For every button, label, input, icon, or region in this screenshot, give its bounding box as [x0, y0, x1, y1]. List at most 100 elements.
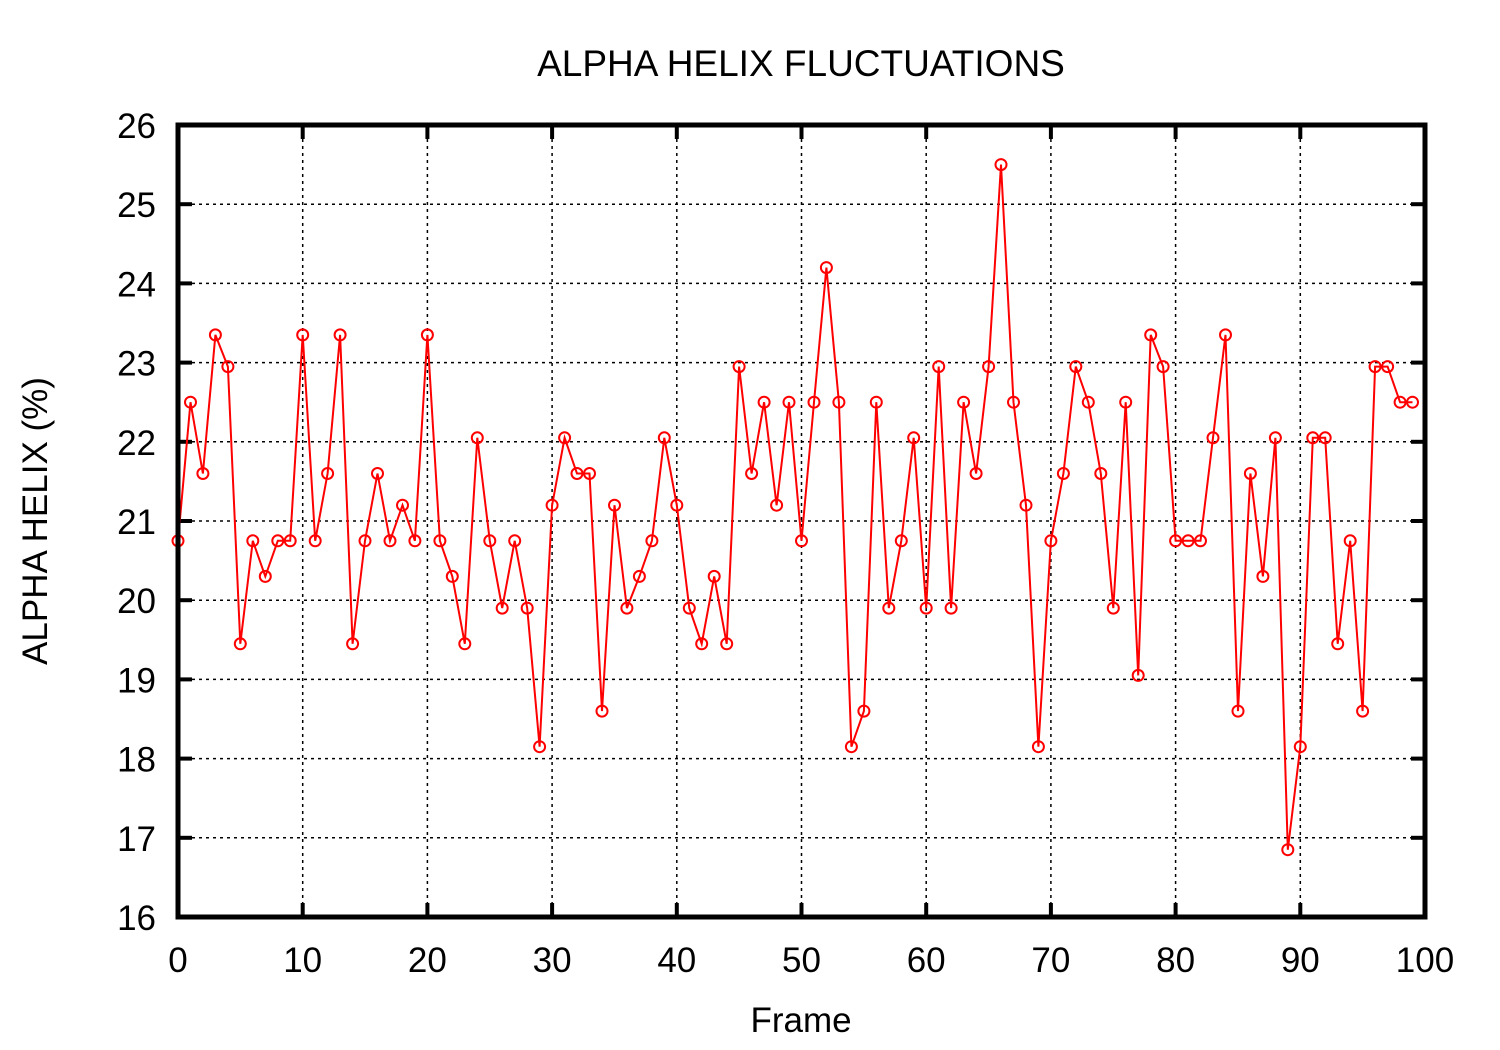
x-tick-label: 80: [1156, 941, 1195, 980]
y-axis-label: ALPHA HELIX (%): [16, 377, 55, 665]
data-point: [533, 740, 547, 754]
x-tick-label: 0: [168, 941, 187, 980]
data-point: [957, 395, 971, 409]
x-tick-label: 90: [1281, 941, 1320, 980]
x-tick-label: 20: [408, 941, 447, 980]
data-point: [1393, 395, 1407, 409]
data-point: [1256, 569, 1270, 583]
x-tick-label: 100: [1396, 941, 1454, 980]
data-point: [994, 158, 1008, 172]
y-tick-label: 23: [117, 345, 156, 384]
x-tick-label: 50: [782, 941, 821, 980]
y-tick-label: 26: [117, 107, 156, 146]
data-point: [396, 498, 409, 512]
data-point: [308, 534, 322, 548]
data-point: [944, 601, 958, 615]
data-point: [832, 395, 846, 409]
data-point: [857, 704, 871, 718]
data-point: [1318, 431, 1332, 445]
data-point: [982, 360, 996, 374]
y-tick-label: 18: [117, 741, 156, 780]
data-point: [707, 569, 721, 583]
data-point: [1119, 395, 1133, 409]
data-point: [1368, 360, 1382, 374]
data-point: [208, 328, 222, 342]
series-line: [177, 164, 1413, 850]
data-point: [1293, 740, 1307, 754]
data-point: [608, 498, 621, 512]
data-point: [520, 601, 534, 615]
data-point: [1007, 395, 1020, 409]
data-point: [184, 395, 197, 409]
data-point: [770, 498, 784, 512]
x-tick-labels: 0 10 20 30 40 50 60 70 80 90 100: [168, 941, 1454, 980]
data-point: [508, 534, 522, 548]
data-point: [283, 534, 297, 548]
data-point: [819, 261, 833, 275]
data-point: [695, 637, 709, 651]
y-tick-label: 24: [117, 265, 156, 304]
data-point: [645, 534, 659, 548]
data-point: [1181, 534, 1195, 548]
y-tick-label: 19: [117, 661, 156, 700]
data-point: [919, 601, 933, 615]
data-point: [657, 431, 671, 445]
y-tick-label: 17: [117, 820, 156, 859]
data-point: [545, 498, 559, 512]
data-point: [346, 637, 360, 651]
data-point: [333, 328, 347, 342]
data-point: [1194, 534, 1207, 548]
data-point: [1094, 467, 1108, 480]
data-point: [1031, 740, 1045, 754]
data-point: [483, 534, 497, 548]
data-point: [932, 360, 946, 374]
data-point: [1268, 431, 1282, 445]
x-tick-label: 10: [283, 941, 322, 980]
data-point: [670, 498, 684, 512]
data-point: [470, 431, 484, 445]
data-point: [844, 740, 858, 754]
data-point: [1169, 534, 1183, 548]
data-point: [371, 467, 384, 480]
x-tick-label: 30: [533, 941, 572, 980]
data-point: [869, 395, 883, 409]
data-point: [296, 328, 310, 342]
x-tick-label: 70: [1031, 941, 1070, 980]
data-point: [595, 704, 609, 718]
data-point: [246, 534, 260, 548]
data-point: [1106, 601, 1120, 615]
data-point: [907, 431, 921, 445]
y-tick-label: 22: [117, 424, 156, 463]
data-point: [1343, 534, 1357, 548]
data-point: [807, 395, 821, 409]
data-point: [682, 601, 696, 615]
data-points: [171, 158, 1419, 857]
data-point: [1281, 843, 1295, 857]
data-point: [757, 395, 771, 409]
data-point: [882, 601, 896, 615]
data-point: [1231, 704, 1245, 718]
data-point: [1206, 431, 1220, 445]
y-tick-label: 20: [117, 582, 156, 621]
y-tick-label: 16: [117, 899, 156, 938]
data-point: [196, 467, 210, 480]
data-point: [558, 431, 572, 445]
data-point: [632, 569, 646, 583]
data-point: [221, 360, 235, 374]
data-point: [570, 467, 584, 480]
x-axis-label: Frame: [750, 1001, 851, 1040]
data-point: [720, 637, 734, 651]
data-point: [445, 569, 459, 583]
data-point: [1306, 431, 1320, 445]
plot-frame: [175, 122, 1428, 920]
data-point: [894, 534, 908, 548]
data-point: [1381, 360, 1395, 374]
data-point: [1069, 360, 1083, 374]
data-point: [495, 601, 509, 615]
data-point: [358, 534, 372, 548]
data-point: [1331, 637, 1345, 651]
data-point: [420, 328, 434, 342]
data-point: [408, 534, 422, 548]
data-point: [1056, 467, 1070, 480]
data-point: [782, 395, 796, 409]
